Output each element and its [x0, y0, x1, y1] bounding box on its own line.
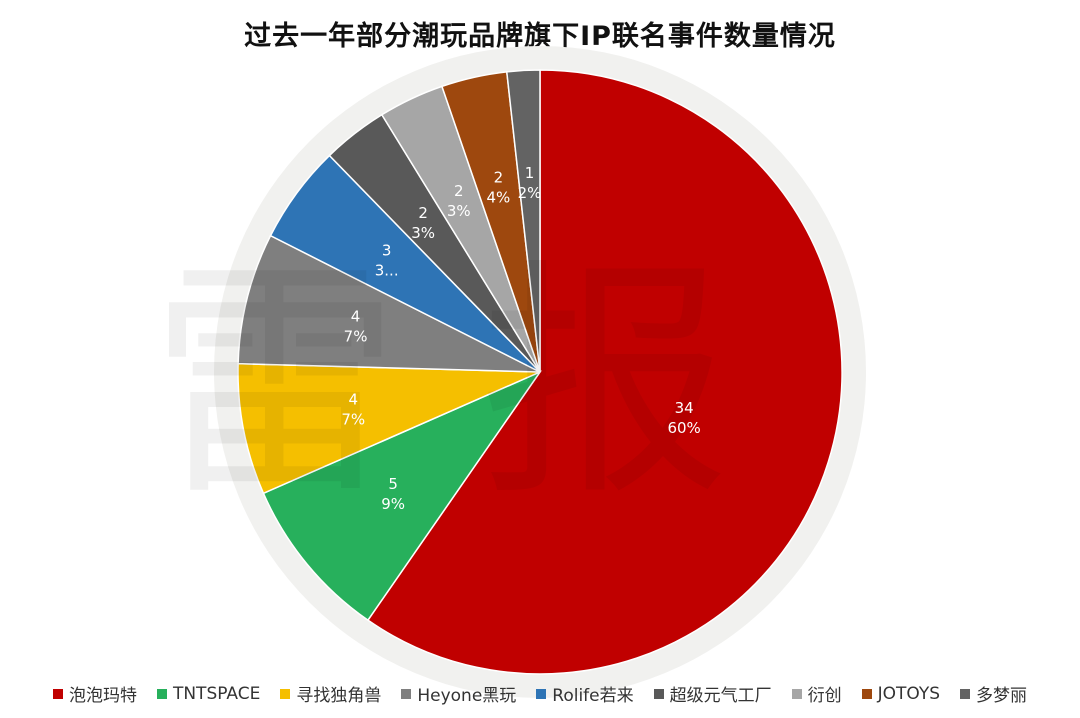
legend-label: 寻找独角兽 [296, 686, 382, 706]
legend-item: 寻找独角兽 [280, 681, 381, 706]
legend-item: JOTOYS [861, 683, 941, 704]
legend-swatch [960, 688, 971, 699]
legend-label: TNTSPACE [172, 683, 261, 704]
legend-item: TNTSPACE [156, 683, 261, 704]
slice-percent-label: 4% [486, 188, 510, 206]
watermark-text: 雷报 [150, 238, 810, 529]
slice-value-label: 4 [351, 307, 361, 325]
legend-item: 泡泡玛特 [52, 681, 137, 706]
legend-item: 超级元气工厂 [653, 681, 772, 706]
slice-percent-label: 3% [447, 202, 471, 220]
legend-label: 泡泡玛特 [68, 686, 137, 706]
slice-percent-label: 2% [518, 184, 542, 202]
slice-percent-label: 9% [381, 495, 405, 513]
legend-label: 超级元气工厂 [669, 686, 772, 706]
legend-swatch [52, 688, 63, 699]
legend-swatch [536, 688, 547, 699]
slice-value-label: 2 [418, 204, 428, 222]
legend-swatch [653, 688, 664, 699]
pie-slice [505, 69, 541, 373]
legend-swatch [401, 688, 412, 699]
legend-label: Rolife若来 [552, 686, 634, 706]
legend-item: 多梦丽 [960, 681, 1027, 706]
slice-value-label: 2 [494, 168, 504, 186]
pie-slice [262, 370, 543, 622]
legend-item: Rolife若来 [536, 681, 634, 706]
slice-value-label: 1 [525, 164, 535, 182]
chart-legend: 泡泡玛特 TNTSPACE 寻找独角兽 Heyone黑玩 Rolife若来 超级元气工厂 衍… [0, 681, 1080, 706]
legend-swatch [861, 688, 872, 699]
slice-percent-label: 3... [375, 261, 399, 279]
slice-value-label: 5 [388, 475, 398, 493]
slice-percent-label: 60% [667, 419, 700, 437]
pie-slice [237, 362, 541, 495]
legend-label: JOTOYS [877, 683, 941, 704]
slice-percent-label: 7% [341, 410, 365, 428]
slice-value-label: 3 [382, 241, 392, 259]
legend-label: 多梦丽 [976, 686, 1028, 706]
slice-value-label: 4 [348, 390, 358, 408]
slice-percent-label: 7% [344, 327, 368, 345]
legend-swatch [280, 688, 291, 699]
legend-swatch [156, 688, 167, 699]
pie-slice [237, 234, 541, 373]
slice-percent-label: 3% [411, 224, 435, 242]
legend-swatch [791, 688, 802, 699]
legend-item: Heyone黑玩 [401, 681, 516, 706]
legend-label: Heyone黑玩 [417, 686, 517, 706]
slice-value-label: 34 [675, 399, 694, 417]
slice-value-label: 2 [454, 182, 464, 200]
legend-label: 衍创 [807, 686, 842, 706]
pie-slice [366, 69, 843, 675]
legend-item: 衍创 [791, 681, 842, 706]
